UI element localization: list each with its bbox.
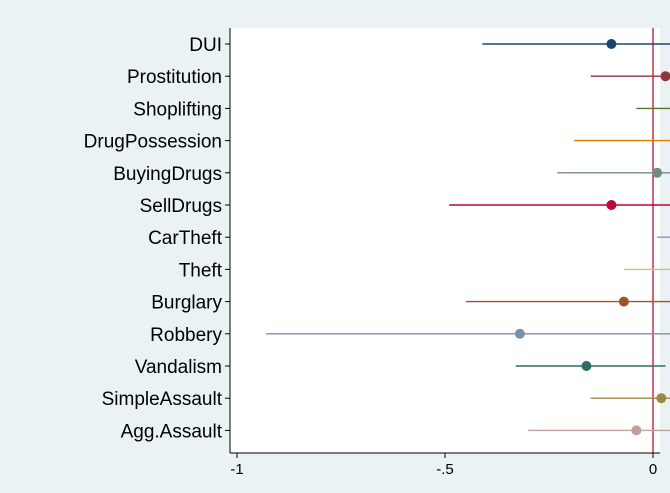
point-selldrugs bbox=[606, 200, 617, 210]
point-vandalism bbox=[581, 361, 592, 371]
category-label: Burglary bbox=[151, 293, 222, 314]
category-label: Theft bbox=[179, 260, 223, 281]
category-label: BuyingDrugs bbox=[113, 164, 222, 185]
point-prostitution bbox=[660, 71, 670, 82]
category-label: SellDrugs bbox=[140, 196, 222, 217]
category-label: Vandalism bbox=[135, 357, 222, 378]
category-label: SimpleAssault bbox=[102, 389, 223, 410]
point-buyingdrugs bbox=[652, 167, 663, 178]
point-robbery bbox=[514, 328, 525, 339]
category-label: CarTheft bbox=[148, 228, 223, 249]
x-tick-label: -1 bbox=[230, 461, 243, 478]
x-tick-label: -.5 bbox=[436, 461, 454, 478]
point-simpleassault bbox=[656, 393, 667, 404]
x-tick-label: 0 bbox=[649, 461, 657, 478]
category-label: DUI bbox=[189, 35, 222, 56]
category-label: Prostitution bbox=[127, 67, 222, 88]
category-label: Shoplifting bbox=[133, 99, 222, 120]
point-dui bbox=[606, 39, 617, 49]
point-burglary bbox=[618, 296, 629, 307]
category-label: Robbery bbox=[150, 325, 222, 346]
category-label: DrugPossession bbox=[84, 132, 222, 153]
point-aggassault bbox=[631, 425, 642, 436]
category-label: Agg.Assault bbox=[121, 421, 223, 442]
plot-area bbox=[230, 28, 660, 453]
